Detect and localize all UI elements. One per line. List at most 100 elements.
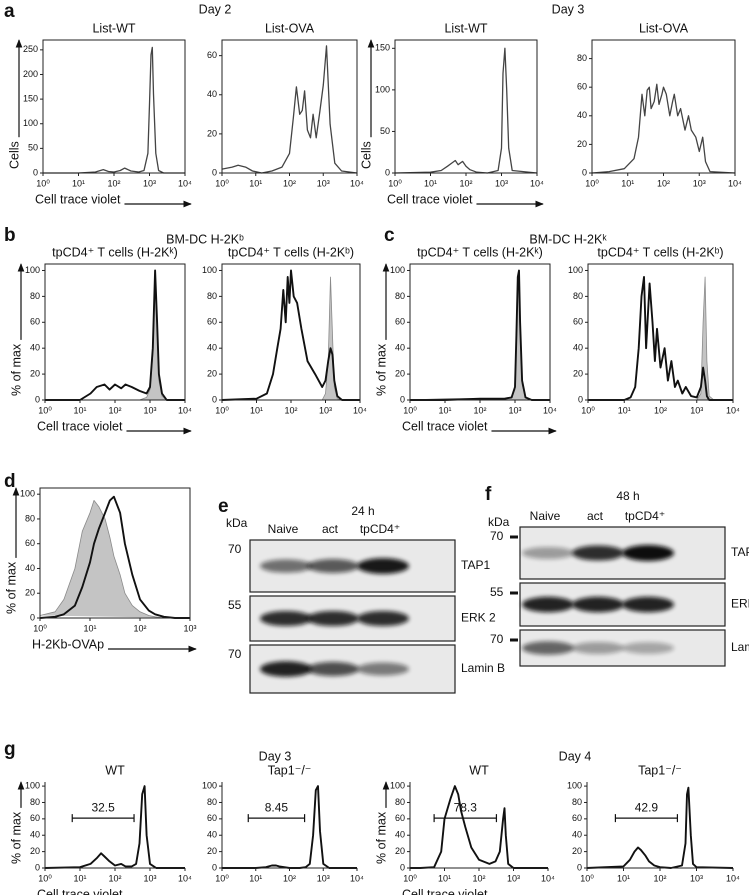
y-tick-label: 60: [25, 538, 35, 548]
x-axis-label: Cell trace violet: [402, 419, 488, 433]
y-tick-label: 100: [390, 265, 405, 275]
kda-marker: 70: [228, 647, 242, 661]
x-tick-label: 10⁴: [350, 178, 364, 188]
x-tick-label: 10³: [693, 178, 706, 188]
y-tick-label: 80: [573, 291, 583, 301]
x-tick-label: 10²: [108, 405, 121, 415]
kda-marker: 70: [490, 632, 504, 646]
plot-frame: [409, 263, 551, 401]
lane-label: act: [587, 509, 604, 523]
blot-band: [357, 610, 409, 627]
protein-label: Lamin B: [731, 640, 749, 654]
x-tick-label: 10¹: [617, 873, 630, 883]
histogram-line: [221, 269, 360, 401]
kda-marker: 70: [490, 529, 504, 543]
y-tick-label: 20: [395, 368, 405, 378]
chart-title: tpCD4⁺ T cells (H-2Kᵇ): [597, 245, 723, 259]
y-tick-label: 80: [207, 291, 217, 301]
x-tick-label: 10⁰: [36, 178, 50, 188]
x-tick-label: 10¹: [250, 405, 263, 415]
protein-label: ERK 2: [731, 597, 749, 611]
x-tick-label: 10¹: [83, 623, 96, 633]
chart-title: List-WT: [444, 21, 487, 35]
panel-letter: c: [384, 225, 395, 246]
y-tick-label: 150: [375, 43, 390, 53]
x-tick-label: 10⁴: [541, 873, 555, 883]
x-tick-label: 10²: [654, 405, 667, 415]
x-tick-label: 10¹: [438, 405, 451, 415]
x-tick-label: 10²: [283, 178, 296, 188]
lane-label: Naive: [268, 522, 299, 536]
y-tick-label: 0: [400, 862, 405, 872]
y-tick-label: 20: [30, 846, 40, 856]
x-tick-label: 10²: [459, 178, 472, 188]
lane-label: tpCD4⁺: [360, 522, 400, 536]
x-tick-label: 10¹: [73, 405, 86, 415]
x-tick-label: 10⁰: [33, 623, 47, 633]
y-tick-label: 60: [207, 317, 217, 327]
y-axis-label: Cells: [7, 141, 21, 169]
x-tick-label: 10²: [284, 405, 297, 415]
y-tick-label: 60: [30, 813, 40, 823]
y-axis-label: Cells: [359, 141, 373, 169]
x-axis-label: Cell trace violet: [402, 887, 488, 895]
y-tick-label: 100: [568, 265, 583, 275]
blot-band: [522, 546, 574, 560]
blot-band: [307, 661, 359, 677]
y-tick-label: 50: [28, 143, 38, 153]
blot-band: [572, 545, 624, 561]
y-tick-label: 60: [577, 82, 587, 92]
y-tick-label: 40: [395, 343, 405, 353]
blot-band: [357, 662, 409, 676]
y-tick-label: 20: [573, 368, 583, 378]
x-tick-label: 10⁴: [728, 178, 742, 188]
chart-title: tpCD4⁺ T cells (H-2Kᵏ): [417, 245, 543, 259]
x-axis-label: Cell trace violet: [37, 419, 123, 433]
x-tick-label: 10³: [143, 178, 156, 188]
plot-frame: [44, 263, 186, 401]
blot-band: [572, 641, 624, 655]
histogram-line: [39, 495, 190, 619]
x-tick-label: 10²: [133, 623, 146, 633]
group-header: Day 4: [559, 749, 592, 763]
gate-label: 8.45: [265, 800, 289, 814]
y-tick-label: 40: [207, 343, 217, 353]
x-tick-label: 10⁴: [178, 178, 192, 188]
y-tick-label: 20: [207, 368, 217, 378]
x-tick-label: 10¹: [618, 405, 631, 415]
y-tick-label: 40: [395, 830, 405, 840]
x-tick-label: 10⁰: [388, 178, 402, 188]
blot-time: 24 h: [351, 504, 374, 518]
group-header: Day 3: [552, 2, 585, 16]
x-tick-label: 10²: [108, 873, 121, 883]
plot-frame: [42, 39, 186, 174]
y-tick-label: 0: [35, 862, 40, 872]
x-tick-label: 10²: [283, 873, 296, 883]
filled-histogram: [588, 276, 733, 401]
filled-histogram: [39, 500, 190, 619]
chart-title: Tap1⁻/⁻: [268, 763, 312, 777]
x-tick-label: 10⁴: [353, 405, 367, 415]
x-tick-label: 10²: [472, 873, 485, 883]
histogram-line: [44, 785, 185, 869]
plot-frame: [394, 39, 538, 174]
y-tick-label: 40: [30, 343, 40, 353]
protein-label: TAP1: [731, 545, 749, 559]
x-tick-label: 10⁰: [215, 178, 229, 188]
x-tick-label: 10¹: [438, 873, 451, 883]
histogram-line: [222, 785, 357, 869]
x-tick-label: 10⁰: [38, 873, 52, 883]
panel-letter: f: [485, 484, 492, 505]
y-tick-label: 20: [572, 846, 582, 856]
y-tick-label: 0: [582, 167, 587, 177]
x-tick-label: 10³: [143, 873, 156, 883]
chart-title: List-OVA: [265, 21, 315, 35]
filled-histogram: [45, 280, 185, 401]
y-tick-label: 250: [23, 44, 38, 54]
blot-time: 48 h: [616, 489, 639, 503]
y-tick-label: 100: [202, 780, 217, 790]
lane-label: act: [322, 522, 339, 536]
y-tick-label: 40: [207, 89, 217, 99]
blot-band: [260, 661, 312, 677]
